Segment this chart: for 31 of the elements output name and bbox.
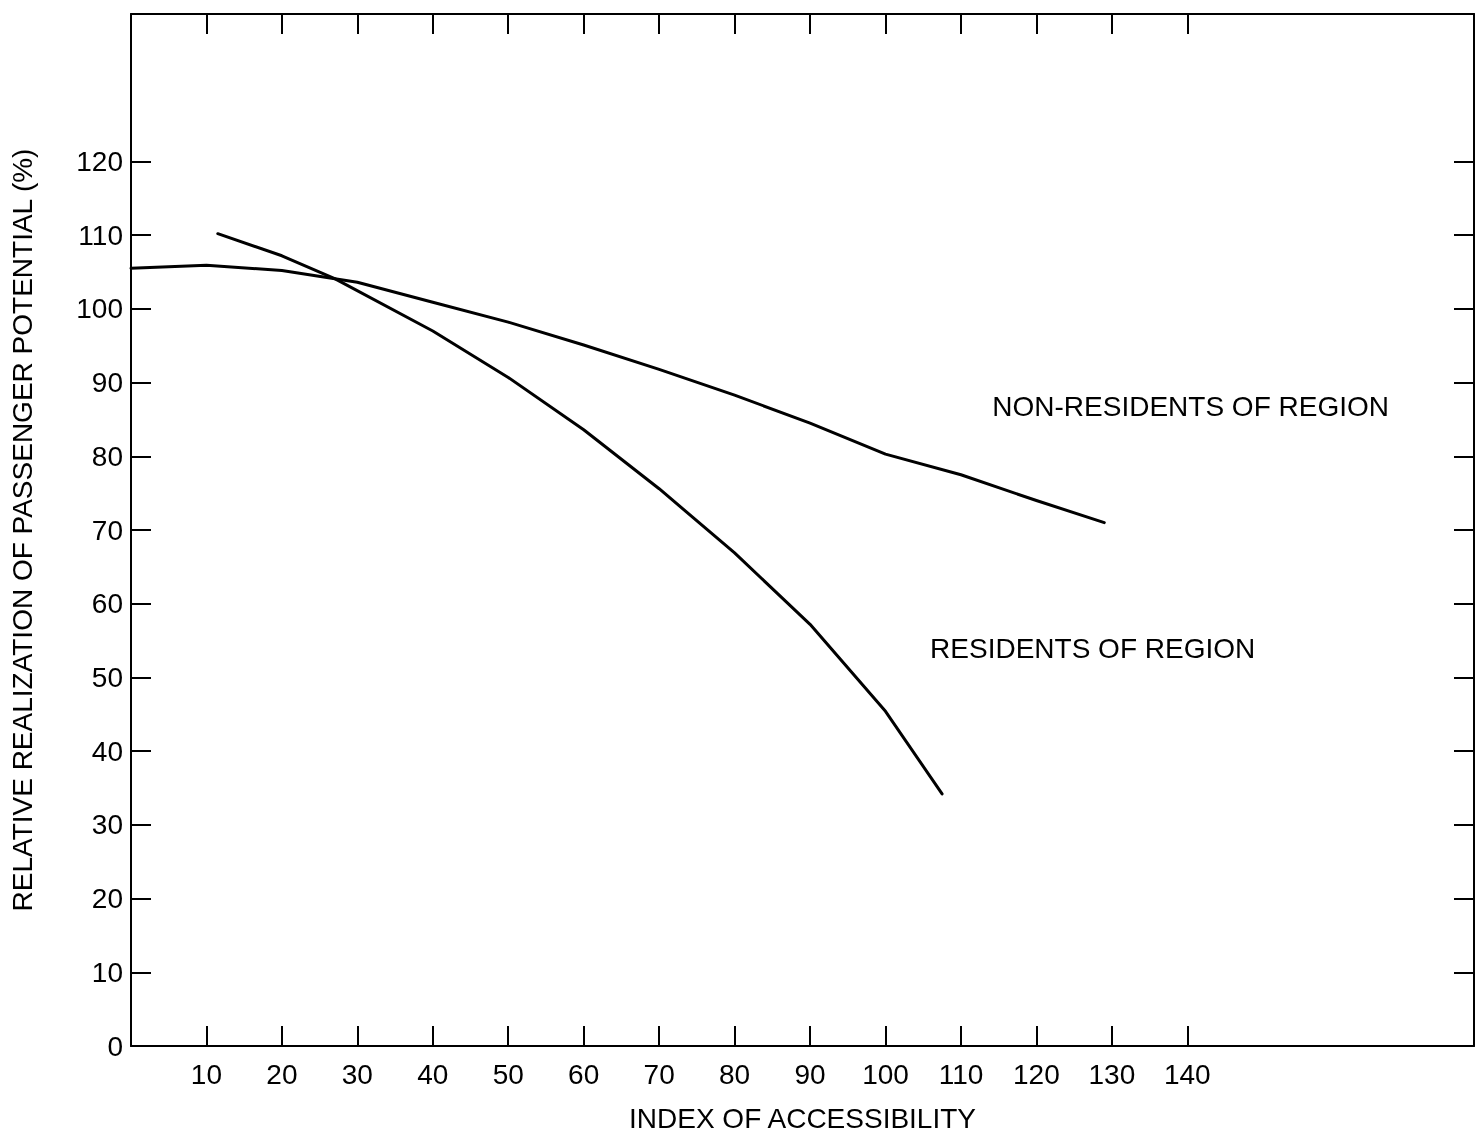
x-tick-label: 110	[938, 1058, 984, 1090]
x-axis-title: INDEX OF ACCESSIBILITY	[629, 1102, 977, 1134]
y-tick-label: 110	[78, 219, 123, 251]
y-tick-label: 20	[91, 883, 123, 915]
y-tick-label: 90	[91, 367, 123, 399]
x-tick-label: 120	[1013, 1058, 1060, 1090]
x-tick-label: 140	[1163, 1058, 1211, 1090]
y-tick-label: 10	[91, 956, 123, 988]
x-tick-label: 130	[1088, 1058, 1136, 1090]
y-axis-title: RELATIVE REALIZATION OF PASSENGER POTENTIAL (%)	[6, 148, 38, 912]
y-tick-label: 50	[91, 661, 123, 693]
y-tick-label: 80	[91, 440, 123, 472]
x-tick-label: 90	[794, 1058, 826, 1090]
x-tick-label: 70	[643, 1058, 675, 1090]
x-tick-label: 40	[417, 1058, 449, 1090]
text: RESIDENTS OF REGION	[930, 633, 1256, 665]
y-tick-label: 70	[91, 514, 123, 546]
y-tick-label: 30	[91, 809, 123, 841]
x-tick-label: 30	[341, 1058, 373, 1090]
x-tick-label: 80	[719, 1058, 751, 1090]
x-tick-label: 10	[190, 1058, 223, 1090]
x-tick-label: 50	[492, 1058, 524, 1090]
y-tick-label: 40	[91, 735, 123, 767]
y-tick-label: 60	[91, 588, 123, 620]
y-tick-label: 100	[76, 293, 123, 325]
y-tick-label: 0	[107, 1030, 123, 1062]
x-tick-label: 60	[568, 1058, 600, 1090]
text: NON-RESIDENTS OF REGION	[992, 391, 1389, 423]
x-tick-label: 100	[862, 1058, 909, 1090]
x-tick-label: 20	[266, 1058, 298, 1090]
y-tick-label: 120	[76, 145, 123, 177]
